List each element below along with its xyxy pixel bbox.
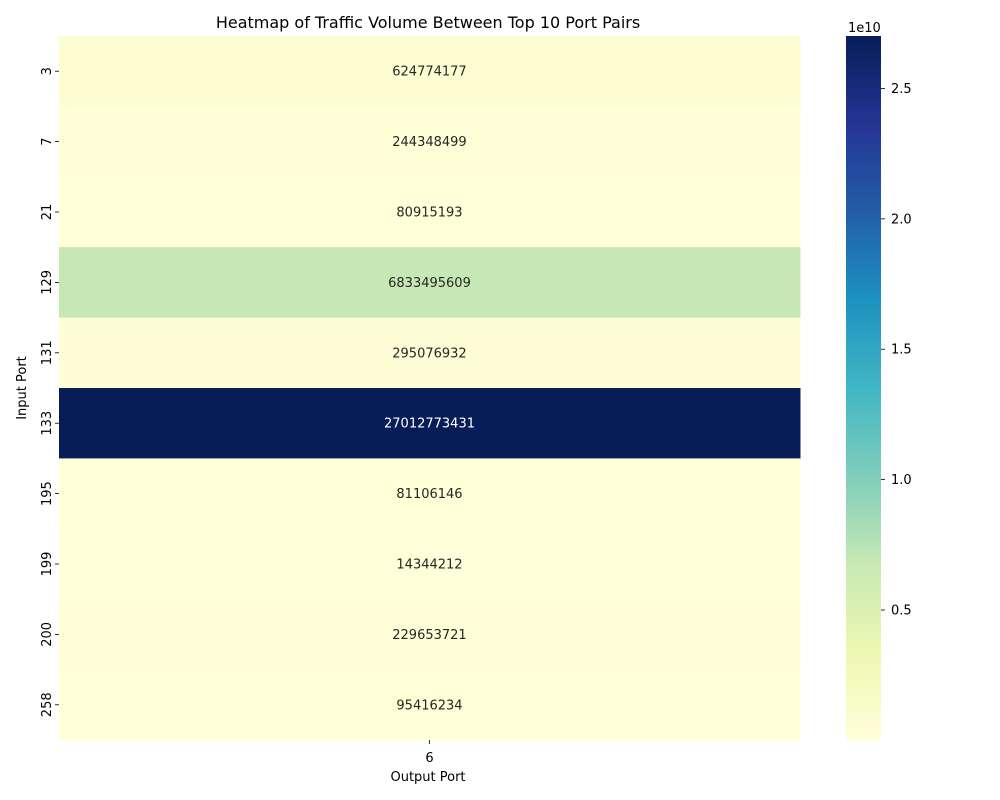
y-tick-label: 131: [40, 340, 55, 365]
heatmap-cell: [59, 458, 801, 530]
y-tick-label: 258: [40, 692, 55, 717]
cell-value-label: 27012773431: [384, 417, 475, 432]
colorbar: 1e10 0.5 1.0 1.5 2.0 2.5: [846, 21, 912, 740]
y-tick-label: 133: [40, 411, 55, 436]
cell-value-label: 229653721: [392, 628, 466, 643]
heatmap-cell: [59, 599, 801, 671]
cell-value-label: 295076932: [392, 346, 466, 361]
cell-value-label: 80915193: [396, 206, 462, 221]
chart-title: Heatmap of Traffic Volume Between Top 10…: [216, 13, 640, 32]
y-axis-ticks: 3 7 21 129 131 133 195 199 200 258: [40, 67, 59, 717]
colorbar-tick-label: 2.5: [891, 82, 912, 97]
cell-value-label: 6833495609: [388, 276, 471, 291]
cell-value-label: 624774177: [392, 65, 466, 80]
heatmap-cell: [59, 388, 801, 459]
y-tick-label: 195: [40, 481, 55, 506]
colorbar-tick-label: 0.5: [891, 603, 912, 618]
heatmap-cell: [59, 317, 801, 389]
heatmap-cell: [59, 247, 801, 319]
heatmap-cell: [59, 106, 801, 178]
heatmap-cell: [59, 669, 801, 741]
heatmap-cell: [59, 36, 801, 107]
colorbar-tick-label: 2.0: [891, 212, 912, 227]
colorbar-tick-label: 1.5: [891, 343, 912, 358]
y-tick-label: 7: [40, 137, 55, 145]
y-tick-label: 3: [40, 67, 55, 75]
colorbar-tick-label: 1.0: [891, 473, 912, 488]
heatmap-cells: 624774177 244348499 80915193 6833495609 2950…: [59, 36, 801, 741]
y-tick-label: 21: [40, 204, 55, 221]
y-tick-label: 199: [40, 552, 55, 577]
colorbar-gradient: [846, 36, 881, 740]
y-axis-label: Input Port: [15, 356, 30, 420]
x-tick-label: 6: [425, 751, 433, 766]
cell-value-label: 244348499: [392, 135, 466, 150]
colorbar-ticks: 0.5 1.0 1.5 2.0 2.5: [881, 82, 912, 618]
y-tick-label: 129: [40, 270, 55, 295]
colorbar-multiplier: 1e10: [848, 21, 881, 36]
cell-value-label: 14344212: [396, 558, 462, 573]
x-axis-ticks: 6: [425, 740, 434, 766]
cell-value-label: 81106146: [396, 487, 462, 502]
y-tick-label: 200: [40, 622, 55, 647]
x-axis-label: Output Port: [390, 770, 465, 785]
cell-value-label: 95416234: [396, 698, 462, 713]
heatmap-cell: [59, 176, 801, 248]
heatmap-cell: [59, 528, 801, 600]
